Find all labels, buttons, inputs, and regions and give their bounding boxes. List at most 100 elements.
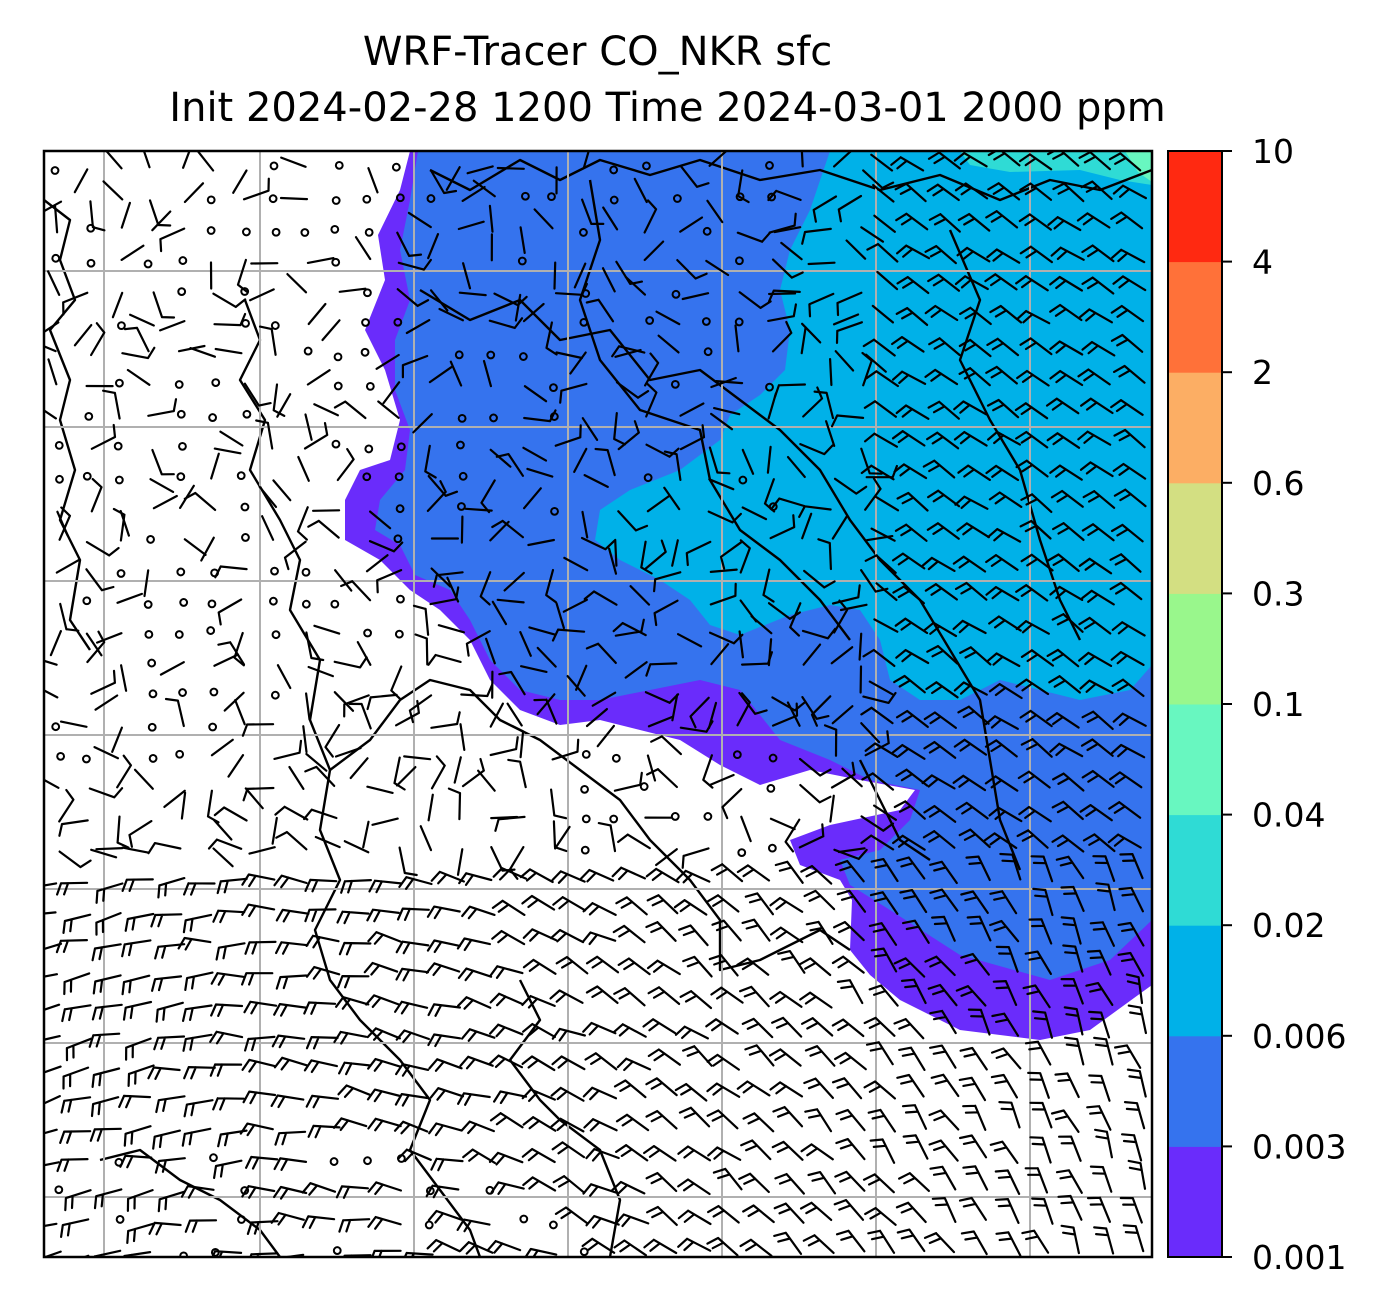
wind-barb	[1108, 801, 1142, 819]
wind-barb	[523, 487, 542, 510]
wind-barb	[496, 166, 525, 170]
wind-barb	[678, 924, 709, 947]
calm-wind-marker	[330, 599, 340, 609]
wind-barb	[489, 965, 524, 979]
wind-barb	[893, 800, 926, 820]
wind-barb	[799, 784, 832, 804]
wind-barb	[583, 1118, 618, 1132]
colorbar-segment	[1168, 372, 1222, 484]
wind-barb	[241, 1185, 276, 1199]
wind-barb	[741, 918, 771, 942]
wind-barb	[1080, 397, 1114, 415]
wind-barb	[767, 189, 802, 202]
calm-wind-marker	[176, 567, 186, 577]
wind-barb	[983, 832, 1018, 849]
wind-barb	[1020, 738, 1053, 758]
calm-wind-marker	[51, 253, 61, 263]
wind-barb	[44, 345, 57, 353]
wind-barb	[91, 1067, 121, 1088]
wind-barb	[438, 307, 464, 322]
wind-barb	[121, 878, 154, 892]
wind-barb	[923, 1232, 956, 1254]
wind-barb	[1021, 1229, 1050, 1254]
wind-barb	[303, 808, 338, 821]
wind-barb	[210, 738, 234, 757]
wind-barb	[461, 905, 496, 920]
colorbar-segment	[1168, 925, 1222, 1037]
wind-barb	[1060, 885, 1085, 912]
wind-barb	[430, 870, 465, 885]
wind-barb	[710, 643, 730, 666]
wind-barb	[1019, 709, 1053, 728]
wind-barb	[213, 806, 248, 822]
wind-barb	[653, 599, 679, 627]
wind-barb	[989, 1140, 1019, 1164]
wind-barb	[551, 1141, 586, 1159]
wind-barb	[494, 815, 526, 832]
wind-barb	[707, 1205, 740, 1224]
wind-barb	[488, 317, 524, 329]
wind-barb	[307, 302, 327, 326]
wind-barb	[493, 1090, 528, 1105]
wind-barb	[583, 474, 609, 488]
wind-barb	[491, 930, 526, 946]
wind-barb	[706, 894, 740, 913]
wind-barb	[488, 204, 494, 233]
wind-barb	[799, 1201, 833, 1221]
wind-barb	[986, 398, 1020, 419]
wind-barb	[555, 351, 583, 360]
wind-barb	[837, 847, 866, 854]
wind-barb	[338, 1061, 372, 1076]
wind-barb	[58, 788, 75, 823]
wind-barb	[427, 793, 434, 822]
calm-wind-marker	[116, 569, 126, 578]
wind-barb	[340, 879, 372, 894]
calm-wind-marker	[645, 316, 655, 325]
wind-barb	[860, 226, 885, 243]
calm-wind-marker	[765, 382, 774, 392]
wind-barb	[121, 846, 150, 854]
wind-barb	[1049, 742, 1084, 758]
wind-barb	[522, 1022, 556, 1038]
wind-barb	[762, 568, 775, 603]
wind-barb	[274, 1130, 307, 1146]
wind-barb	[866, 243, 899, 263]
wind-barb	[769, 817, 796, 831]
wind-barb	[644, 539, 667, 570]
wind-barb	[459, 723, 466, 751]
wind-barb	[615, 381, 650, 399]
wind-barb	[1014, 402, 1049, 420]
wind-barb	[366, 785, 394, 794]
wind-barb	[702, 754, 714, 789]
wind-barb	[773, 1202, 805, 1224]
wind-barb	[892, 585, 925, 605]
wind-barb	[863, 400, 897, 418]
wind-barb	[624, 661, 648, 679]
wind-barb	[533, 698, 558, 725]
wind-barb	[689, 696, 710, 729]
wind-barb	[275, 974, 308, 990]
wind-barb	[398, 846, 418, 877]
wind-barb	[275, 908, 310, 923]
wind-barb	[573, 447, 588, 473]
wind-barb	[1077, 430, 1112, 446]
wind-barb	[367, 1216, 402, 1230]
wind-barb	[1086, 949, 1112, 976]
wind-barb	[49, 630, 62, 657]
wind-barb	[1111, 678, 1145, 697]
wind-barb	[393, 756, 406, 791]
wind-barb	[740, 1139, 772, 1161]
wind-barb	[304, 765, 336, 787]
wind-barb	[769, 1081, 804, 1098]
wind-barb	[142, 151, 151, 169]
calm-wind-marker	[269, 161, 279, 171]
wind-barb	[182, 913, 213, 934]
wind-barb	[768, 1048, 802, 1067]
wind-barb	[895, 709, 929, 728]
wind-barb	[613, 1239, 647, 1257]
wind-barb	[550, 788, 568, 820]
wind-barb	[896, 276, 930, 295]
wind-barb	[554, 1206, 588, 1225]
calm-wind-marker	[670, 812, 680, 821]
wind-barb	[1051, 834, 1085, 853]
